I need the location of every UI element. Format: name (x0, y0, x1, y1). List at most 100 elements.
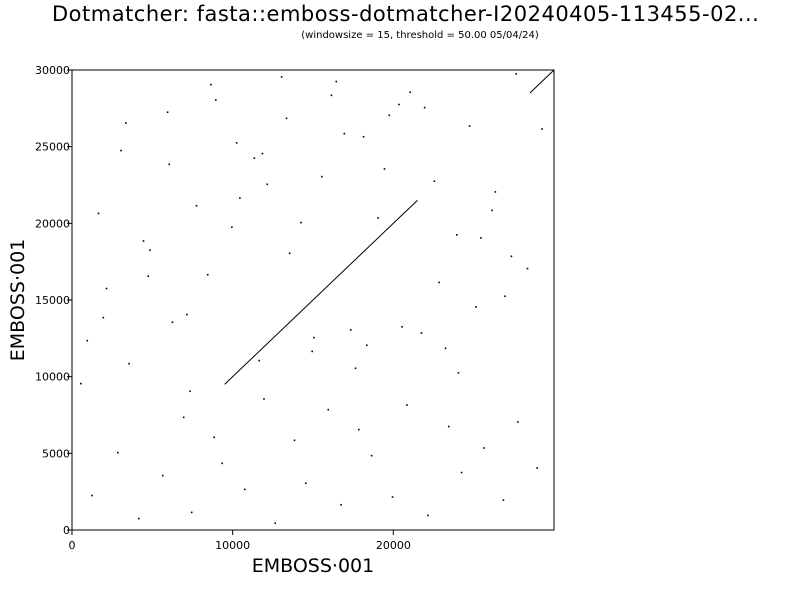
match-dot (137, 517, 140, 520)
y-tick-label: 15000 (35, 294, 70, 307)
match-dot (423, 106, 426, 109)
match-dot (427, 514, 429, 517)
match-dot (235, 142, 238, 144)
match-dot (190, 511, 193, 514)
match-dot (210, 83, 212, 86)
match-dot (383, 168, 386, 170)
x-tick-label: 10000 (215, 539, 250, 552)
match-dot (166, 111, 169, 113)
y-tick-label: 10000 (35, 371, 70, 384)
y-tick-label: 0 (63, 524, 70, 537)
match-dot (502, 499, 505, 501)
match-dot (515, 73, 518, 75)
match-dot (102, 316, 105, 319)
match-dot (343, 132, 346, 135)
chart-title: Dotmatcher: fasta::emboss-dotmatcher-I20… (52, 2, 760, 26)
match-dot (483, 447, 485, 449)
match-dot (313, 336, 315, 339)
match-dot (186, 313, 188, 316)
match-dot (105, 287, 108, 290)
match-dot (243, 488, 246, 491)
match-dot (406, 404, 408, 406)
match-dot (526, 267, 529, 270)
match-dot (253, 157, 256, 159)
x-axis-label: EMBOSS·001 (252, 555, 374, 577)
match-dot (491, 209, 493, 212)
match-dot (321, 175, 323, 178)
match-dot (444, 347, 447, 350)
match-dot (460, 471, 463, 474)
x-tick-label: 20000 (376, 539, 411, 552)
match-dot (536, 467, 538, 469)
x-tick-label: 0 (69, 539, 76, 552)
y-tick-label: 20000 (35, 217, 70, 230)
match-dot (231, 226, 233, 228)
match-dot (457, 372, 460, 374)
match-dot (182, 416, 185, 419)
match-dot (168, 163, 170, 166)
y-axis-ticks: 0 5000 10000 15000 20000 25000 30000 (35, 64, 72, 537)
match-dot (504, 295, 506, 297)
match-dot (285, 117, 288, 120)
chart-subtitle: (windowsize = 15, threshold = 50.00 05/0… (301, 30, 539, 41)
match-dot (330, 94, 333, 97)
match-dot (335, 80, 338, 83)
series-layer (80, 69, 555, 524)
match-dot (370, 454, 373, 457)
match-dot (388, 114, 391, 117)
match-dot (438, 281, 440, 284)
match-dot (288, 252, 291, 255)
x-axis-ticks: 0 10000 20000 (69, 530, 411, 552)
match-dot (300, 221, 302, 224)
match-dot (409, 91, 411, 94)
match-dot (213, 436, 215, 439)
match-dot (455, 234, 458, 236)
y-tick-label: 25000 (35, 141, 70, 154)
match-dot (91, 494, 93, 497)
match-dot (304, 482, 307, 485)
match-dot (354, 367, 357, 370)
match-dot (480, 237, 482, 239)
match-dot (239, 197, 241, 199)
match-dot (116, 451, 119, 454)
y-axis-label: EMBOSS·001 (7, 239, 29, 361)
match-dot (433, 180, 436, 182)
y-tick-label: 30000 (35, 64, 70, 77)
match-dot (120, 149, 122, 152)
match-dot (221, 462, 224, 465)
match-dot (171, 321, 174, 324)
match-dot (517, 421, 519, 423)
match-dot (266, 183, 269, 186)
match-dot (147, 275, 150, 278)
match-dot (475, 306, 477, 308)
match-dot (128, 362, 130, 365)
match-dot (327, 408, 330, 411)
match-dot (340, 503, 342, 506)
match-dot (362, 135, 365, 138)
match-dot (468, 125, 471, 127)
match-dot (274, 522, 277, 524)
match-dot (195, 204, 198, 207)
match-dot (349, 329, 352, 331)
match-dot (125, 122, 127, 124)
match-dot (420, 332, 423, 334)
y-tick-label: 5000 (42, 447, 70, 460)
diagonal-match-line (224, 199, 418, 385)
match-dot (280, 76, 283, 78)
match-dot (311, 350, 313, 353)
match-dot (510, 255, 513, 258)
match-dot (142, 240, 145, 242)
match-dot (357, 428, 360, 431)
match-dot (401, 326, 403, 328)
match-dot (149, 249, 151, 251)
match-dot (86, 339, 89, 342)
match-dot (293, 439, 296, 442)
match-dot (80, 382, 82, 385)
diagonal-match-line (529, 69, 555, 94)
match-dot (206, 273, 209, 276)
match-dot (97, 212, 100, 215)
match-dot (214, 99, 217, 101)
match-dot (189, 390, 191, 393)
match-dot (366, 344, 368, 347)
